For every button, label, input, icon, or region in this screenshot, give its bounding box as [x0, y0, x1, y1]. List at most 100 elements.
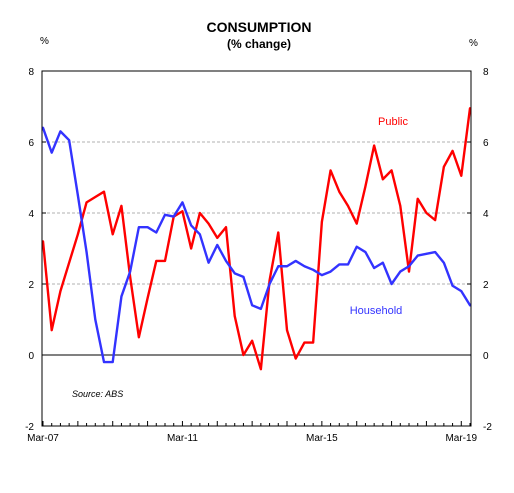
data-point-public: [434, 219, 437, 222]
data-point-household: [155, 231, 158, 234]
data-point-household: [364, 251, 367, 253]
data-point-household: [277, 265, 280, 268]
x-tick-label: Mar-11: [167, 433, 198, 444]
data-point-household: [268, 283, 271, 285]
data-point-household: [146, 226, 149, 229]
right-tick-label: 6: [483, 138, 489, 149]
data-point-household: [294, 260, 297, 262]
data-point-public: [76, 233, 79, 236]
x-tick-label: Mar-15: [306, 433, 338, 444]
data-point-household: [286, 265, 288, 268]
data-point-household: [164, 213, 166, 216]
data-point-public: [286, 329, 288, 332]
chart-title: CONSUMPTION: [207, 19, 312, 35]
data-point-household: [198, 233, 201, 236]
data-point-household: [469, 304, 471, 307]
data-point-public: [312, 341, 315, 344]
right-tick-label: 8: [483, 67, 489, 78]
data-point-household: [303, 265, 306, 268]
plot-frame: [41, 70, 472, 427]
data-point-household: [451, 284, 454, 287]
data-point-public: [373, 144, 376, 147]
x-tick-label: Mar-19: [445, 433, 477, 444]
data-point-public: [364, 185, 367, 188]
data-point-public: [347, 205, 349, 207]
data-point-public: [408, 270, 410, 273]
data-point-household: [434, 251, 437, 253]
x-axis-ticks: Mar-07 Mar-11 Mar-15 Mar-19: [27, 421, 478, 444]
data-point-public: [50, 329, 53, 332]
data-point-household: [190, 224, 193, 227]
data-point-public: [469, 107, 471, 110]
right-tick-label: 0: [483, 351, 489, 362]
x-tick-label: Mar-07: [27, 433, 59, 444]
data-point-public: [155, 260, 158, 262]
data-point-household: [111, 361, 114, 363]
data-point-public: [320, 220, 323, 223]
data-point-household: [85, 251, 88, 253]
data-point-public: [399, 205, 402, 207]
data-point-public: [355, 222, 358, 225]
left-axis-unit: %: [40, 36, 49, 47]
data-point-public: [190, 247, 193, 250]
data-point-public: [303, 341, 306, 344]
data-point-household: [399, 270, 402, 273]
data-point-household: [381, 261, 384, 264]
data-point-household: [425, 252, 428, 255]
data-point-public: [460, 174, 463, 177]
data-point-public: [416, 197, 419, 200]
data-point-public: [242, 354, 245, 356]
data-point-public: [442, 165, 445, 168]
data-point-public: [233, 315, 236, 317]
left-tick-label: 8: [28, 67, 34, 78]
data-point-household: [42, 126, 44, 129]
data-point-public: [181, 210, 184, 213]
data-point-public: [207, 222, 210, 225]
data-point-household: [338, 263, 341, 266]
data-point-public: [120, 205, 123, 207]
chart-subtitle: (% change): [227, 37, 291, 51]
data-point-household: [259, 307, 262, 310]
data-point-household: [76, 194, 79, 197]
data-point-household: [94, 318, 97, 321]
data-point-household: [312, 268, 315, 271]
data-point-public: [111, 233, 114, 236]
data-point-household: [103, 361, 105, 363]
data-point-public: [85, 201, 88, 204]
left-tick-label: 4: [28, 209, 34, 220]
data-point-household: [320, 274, 323, 277]
data-point-public: [251, 339, 254, 342]
data-point-household: [251, 304, 254, 307]
data-point-household: [329, 270, 332, 273]
left-tick-label: -2: [25, 422, 34, 433]
data-point-public: [451, 149, 454, 152]
data-point-household: [460, 290, 463, 292]
source-note: Source: ABS: [72, 389, 123, 399]
right-tick-label: -2: [483, 422, 492, 433]
left-tick-label: 0: [28, 351, 34, 362]
data-point-household: [216, 244, 219, 246]
left-tick-label: 6: [28, 138, 34, 149]
data-point-public: [68, 261, 71, 264]
data-point-household: [408, 265, 410, 268]
data-point-public: [277, 231, 280, 234]
data-point-household: [207, 261, 210, 264]
data-point-household: [181, 201, 184, 204]
series-group: [41, 107, 472, 371]
data-point-public: [216, 236, 219, 239]
data-point-household: [129, 270, 132, 273]
right-tick-label: 2: [483, 280, 489, 291]
series-line-household: [41, 126, 472, 364]
data-point-public: [259, 368, 262, 371]
data-point-public: [381, 178, 384, 181]
data-point-public: [294, 357, 297, 360]
data-point-household: [50, 151, 53, 154]
data-point-public: [225, 226, 227, 229]
data-point-household: [355, 245, 358, 248]
data-point-household: [225, 260, 227, 262]
right-axis-unit: %: [469, 38, 478, 49]
series-line-public: [41, 107, 472, 371]
data-point-public: [59, 290, 62, 292]
